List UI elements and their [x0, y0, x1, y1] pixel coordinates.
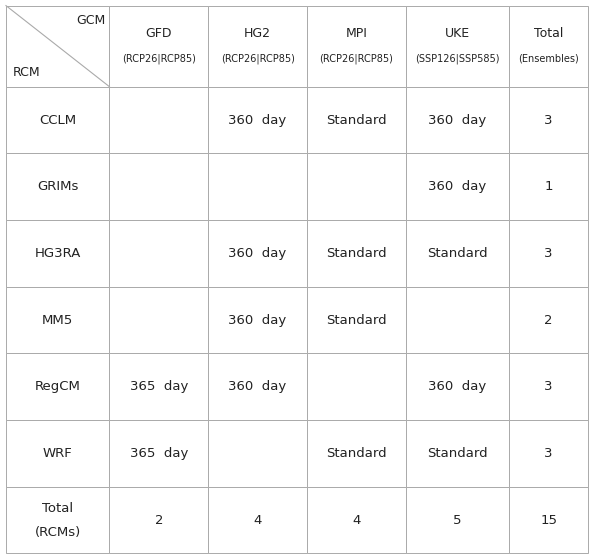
Bar [208, 420, 307, 487]
Bar [6, 287, 109, 353]
Bar [406, 420, 509, 487]
Bar [406, 220, 509, 287]
Text: UKE: UKE [445, 27, 470, 40]
Bar [109, 6, 208, 87]
Text: 360  day: 360 day [229, 247, 287, 260]
Text: Standard: Standard [427, 447, 488, 460]
Text: GRIMs: GRIMs [37, 180, 78, 193]
Text: (RCP26|RCP85): (RCP26|RCP85) [122, 53, 196, 64]
Bar [307, 487, 406, 553]
Bar [208, 353, 307, 420]
Bar [6, 153, 109, 220]
Bar [406, 153, 509, 220]
Bar [6, 6, 109, 87]
Text: GCM: GCM [76, 13, 105, 27]
Text: (RCP26|RCP85): (RCP26|RCP85) [320, 53, 393, 64]
Bar [109, 353, 208, 420]
Text: HG3RA: HG3RA [34, 247, 81, 260]
Bar [406, 353, 509, 420]
Text: 2: 2 [545, 314, 553, 326]
Bar [406, 287, 509, 353]
Text: RegCM: RegCM [34, 380, 81, 393]
Bar [109, 220, 208, 287]
Text: 15: 15 [540, 514, 557, 527]
Bar [208, 220, 307, 287]
Bar [307, 220, 406, 287]
Bar [208, 87, 307, 153]
Bar [509, 220, 588, 287]
Text: 360  day: 360 day [428, 113, 486, 126]
Bar [509, 87, 588, 153]
Bar [208, 6, 307, 87]
Text: (RCMs): (RCMs) [34, 525, 81, 538]
Bar [406, 487, 509, 553]
Text: (SSP126|SSP585): (SSP126|SSP585) [415, 53, 500, 64]
Text: RCM: RCM [13, 65, 40, 79]
Text: 5: 5 [453, 514, 462, 527]
Text: HG2: HG2 [244, 27, 271, 40]
Text: (Ensembles): (Ensembles) [519, 53, 579, 63]
Text: 360  day: 360 day [428, 380, 486, 393]
Text: Standard: Standard [427, 247, 488, 260]
Bar [307, 87, 406, 153]
Text: 4: 4 [352, 514, 361, 527]
Bar [509, 353, 588, 420]
Bar [509, 6, 588, 87]
Bar [109, 487, 208, 553]
Text: Standard: Standard [326, 113, 387, 126]
Bar [6, 353, 109, 420]
Bar [509, 420, 588, 487]
Text: 360  day: 360 day [229, 380, 287, 393]
Text: 3: 3 [545, 113, 553, 126]
Bar [208, 487, 307, 553]
Text: 360  day: 360 day [229, 314, 287, 326]
Text: 3: 3 [545, 247, 553, 260]
Bar [6, 420, 109, 487]
Bar [208, 153, 307, 220]
Bar [509, 287, 588, 353]
Bar [208, 287, 307, 353]
Text: Total: Total [42, 501, 73, 515]
Bar [307, 6, 406, 87]
Bar [109, 287, 208, 353]
Text: 360  day: 360 day [428, 180, 486, 193]
Text: 3: 3 [545, 380, 553, 393]
Text: MPI: MPI [346, 27, 367, 40]
Bar [509, 487, 588, 553]
Text: 2: 2 [154, 514, 163, 527]
Text: 3: 3 [545, 447, 553, 460]
Text: 365  day: 365 day [129, 447, 188, 460]
Bar [307, 153, 406, 220]
Text: 365  day: 365 day [129, 380, 188, 393]
Text: CCLM: CCLM [39, 113, 76, 126]
Text: Total: Total [534, 27, 563, 40]
Bar [509, 153, 588, 220]
Bar [109, 420, 208, 487]
Text: 4: 4 [254, 514, 262, 527]
Text: Standard: Standard [326, 247, 387, 260]
Bar [109, 153, 208, 220]
Bar [6, 220, 109, 287]
Bar [307, 353, 406, 420]
Bar [109, 87, 208, 153]
Text: GFD: GFD [146, 27, 172, 40]
Bar [6, 487, 109, 553]
Text: 1: 1 [545, 180, 553, 193]
Text: Standard: Standard [326, 447, 387, 460]
Text: Standard: Standard [326, 314, 387, 326]
Text: (RCP26|RCP85): (RCP26|RCP85) [221, 53, 295, 64]
Bar [406, 87, 509, 153]
Text: 360  day: 360 day [229, 113, 287, 126]
Text: MM5: MM5 [42, 314, 73, 326]
Bar [307, 287, 406, 353]
Bar [6, 87, 109, 153]
Bar [406, 6, 509, 87]
Text: WRF: WRF [43, 447, 72, 460]
Bar [307, 420, 406, 487]
